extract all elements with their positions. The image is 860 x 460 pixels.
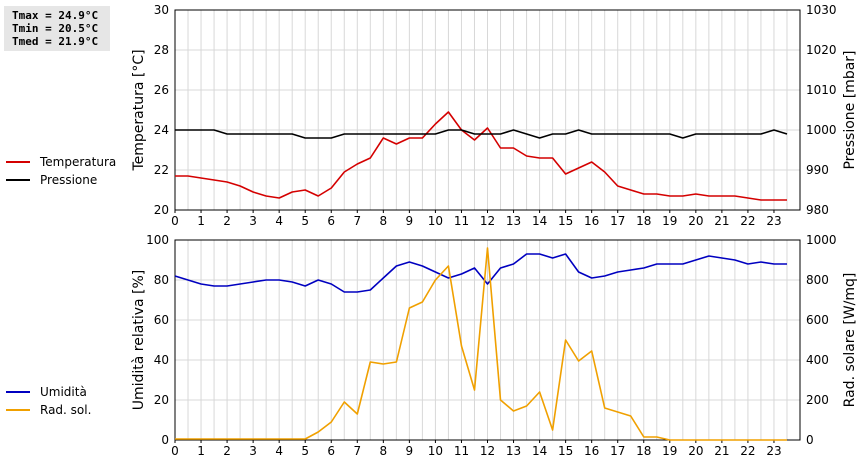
y-tick-label: 30 xyxy=(154,3,169,17)
x-tick-label: 1 xyxy=(197,444,205,458)
x-tick-label: 5 xyxy=(301,444,309,458)
legend-swatch-umidita xyxy=(6,391,30,393)
tmax-label: Tmax = 24.9°C xyxy=(12,9,99,22)
x-tick-label: 8 xyxy=(380,214,388,228)
x-tick-label: 22 xyxy=(740,214,755,228)
legend-label-umidita: Umidità xyxy=(40,385,87,399)
y-tick-label: 80 xyxy=(154,273,169,287)
y-tick-label: 100 xyxy=(146,233,169,247)
stats-box: Tmax = 24.9°C Tmin = 20.5°C Tmed = 21.9°… xyxy=(4,6,110,51)
x-tick-label: 16 xyxy=(584,444,599,458)
y-tick-label: 20 xyxy=(154,393,169,407)
y2-tick-label: 1000 xyxy=(806,123,837,137)
x-tick-label: 18 xyxy=(636,214,651,228)
x-tick-label: 17 xyxy=(610,214,625,228)
x-tick-label: 0 xyxy=(171,214,179,228)
y2-tick-label: 800 xyxy=(806,273,829,287)
y2-tick-label: 990 xyxy=(806,163,829,177)
x-tick-label: 20 xyxy=(688,444,703,458)
y2-tick-label: 400 xyxy=(806,353,829,367)
x-tick-label: 2 xyxy=(223,444,231,458)
x-tick-label: 3 xyxy=(249,214,257,228)
x-tick-label: 6 xyxy=(327,444,335,458)
y-tick-label: 22 xyxy=(154,163,169,177)
x-tick-label: 17 xyxy=(610,444,625,458)
x-tick-label: 22 xyxy=(740,444,755,458)
legend-item-temperatura: Temperatura xyxy=(6,153,126,171)
legend-swatch-temperatura xyxy=(6,161,30,163)
x-tick-label: 7 xyxy=(353,214,361,228)
x-tick-label: 10 xyxy=(428,444,443,458)
x-tick-label: 11 xyxy=(454,444,469,458)
y-tick-label: 40 xyxy=(154,353,169,367)
legend-item-rad-sol: Rad. sol. xyxy=(6,401,91,419)
x-tick-label: 18 xyxy=(636,444,651,458)
y-tick-label: 60 xyxy=(154,313,169,327)
y2-tick-label: 0 xyxy=(806,433,814,447)
series-line-umidit xyxy=(174,253,787,293)
y-axis-label: Temperatura [°C] xyxy=(131,49,147,171)
x-tick-label: 21 xyxy=(714,214,729,228)
x-tick-label: 12 xyxy=(480,444,495,458)
x-tick-label: 23 xyxy=(766,444,781,458)
x-tick-label: 20 xyxy=(688,214,703,228)
series-line-rad-sol xyxy=(175,247,787,441)
legend-item-umidita: Umidità xyxy=(6,383,87,401)
x-tick-label: 13 xyxy=(506,444,521,458)
series-line-temperatura xyxy=(175,111,787,201)
x-tick-label: 21 xyxy=(714,444,729,458)
x-tick-label: 6 xyxy=(327,214,335,228)
y2-tick-label: 200 xyxy=(806,393,829,407)
y2-tick-label: 980 xyxy=(806,203,829,217)
legend-top: Temperatura Pressione xyxy=(6,153,126,189)
legend-label-rad-sol: Rad. sol. xyxy=(40,403,92,417)
x-tick-label: 14 xyxy=(532,214,547,228)
series-line-pressione xyxy=(175,129,788,139)
x-tick-label: 1 xyxy=(197,214,205,228)
x-tick-label: 16 xyxy=(584,214,599,228)
y2-axis-label: Pressione [mbar] xyxy=(842,50,858,169)
legend-label-temperatura: Temperatura xyxy=(40,155,117,169)
y-tick-label: 0 xyxy=(161,433,169,447)
tmin-label: Tmin = 20.5°C xyxy=(12,22,99,35)
x-tick-label: 8 xyxy=(380,444,388,458)
legend-swatch-rad-sol xyxy=(6,409,30,411)
x-tick-label: 4 xyxy=(275,214,283,228)
x-tick-label: 12 xyxy=(480,214,495,228)
y2-tick-label: 1020 xyxy=(806,43,837,57)
y-tick-label: 24 xyxy=(154,123,169,137)
x-tick-label: 2 xyxy=(223,214,231,228)
x-tick-label: 11 xyxy=(454,214,469,228)
y2-tick-label: 1000 xyxy=(806,233,837,247)
x-tick-label: 19 xyxy=(662,214,677,228)
x-tick-label: 10 xyxy=(428,214,443,228)
x-tick-label: 5 xyxy=(301,214,309,228)
tmed-label: Tmed = 21.9°C xyxy=(12,35,99,48)
legend-label-pressione: Pressione xyxy=(40,173,98,187)
y-tick-label: 20 xyxy=(154,203,169,217)
y2-tick-label: 1010 xyxy=(806,83,837,97)
y2-tick-label: 1030 xyxy=(806,3,837,17)
y-tick-label: 26 xyxy=(154,83,169,97)
y-tick-label: 28 xyxy=(154,43,169,57)
x-tick-label: 7 xyxy=(353,444,361,458)
x-tick-label: 23 xyxy=(766,214,781,228)
legend-item-pressione: Pressione xyxy=(6,171,126,189)
x-tick-label: 13 xyxy=(506,214,521,228)
x-tick-label: 15 xyxy=(558,444,573,458)
x-tick-label: 4 xyxy=(275,444,283,458)
legend-swatch-pressione xyxy=(6,179,30,181)
x-tick-label: 0 xyxy=(171,444,179,458)
y2-axis-label: Rad. solare [W/mq] xyxy=(842,273,858,408)
x-tick-label: 19 xyxy=(662,444,677,458)
y2-tick-label: 600 xyxy=(806,313,829,327)
x-tick-label: 9 xyxy=(406,214,414,228)
x-tick-label: 14 xyxy=(532,444,547,458)
x-tick-label: 9 xyxy=(406,444,414,458)
x-tick-label: 15 xyxy=(558,214,573,228)
y-axis-label: Umidità relativa [%] xyxy=(131,270,147,411)
x-tick-label: 3 xyxy=(249,444,257,458)
